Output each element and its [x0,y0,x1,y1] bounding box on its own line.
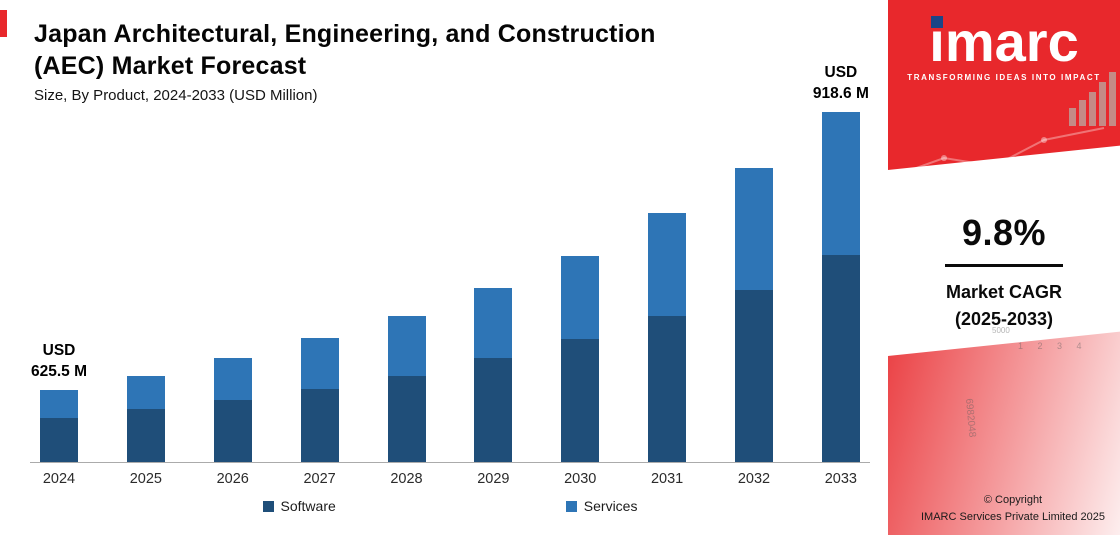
bar-segment-software [126,409,165,462]
cagr-stat-block: 9.8% Market CAGR (2025-2033) [888,212,1120,333]
bar-group-2032: 2032 [735,112,773,487]
bar-segment-services [735,168,773,290]
bar-group-2033: USD 918.6 M 2033 [813,64,869,487]
legend-label-services: Services [583,498,638,514]
logo-text: imarc [929,10,1079,73]
bar-stack-2027 [300,338,339,462]
cagr-value: 9.8% [961,212,1047,253]
bar-segment-services [821,112,860,255]
bar-segment-software [648,316,687,462]
bar-segment-software [735,290,773,462]
legend-item-services: Services [565,498,638,514]
legend-swatch-software [262,500,274,512]
bar-stack-2033 [821,112,860,462]
bar-stack-2024 [40,390,78,462]
bar-stack-2030 [561,256,600,462]
copyright-notice: © Copyright IMARC Services Private Limit… [918,492,1108,525]
watermark-digits: 1 2 3 4 [1018,341,1088,351]
bar-segment-software [213,400,252,462]
bar-segment-services [561,256,600,339]
x-tick-2028: 2028 [390,471,423,487]
bar-stack-2029 [474,288,513,462]
bar-segment-software [300,389,339,462]
logo-square-dot-icon [931,16,944,28]
chart-legend: Software Services [30,498,870,514]
chart-title-line1: Japan Architectural, Engineering, and Co… [34,20,656,48]
bar-segment-services [40,390,78,418]
x-tick-2025: 2025 [129,471,162,487]
stat-divider [945,264,1063,267]
copyright-line1: © Copyright [983,494,1043,506]
bar-group-2031: 2031 [648,112,687,487]
bar-segment-services [648,213,687,316]
legend-item-software: Software [262,498,336,514]
bar-group-2026: 2026 [213,112,252,487]
chart-title-line2: (AEC) Market Forecast [34,52,307,80]
bar-group-2029: 2029 [474,112,513,487]
decorative-bar-chart-watermark [1069,72,1116,126]
left-edge-accent [0,10,7,37]
bar-group-2025: 2025 [126,112,165,487]
bar-segment-software [387,376,426,462]
value-label-2033: USD 918.6 M [812,64,869,102]
imarc-logo: imarc TRANSFORMING IDEAS INTO IMPACT [888,14,1120,83]
bar-stack-2031 [648,213,687,462]
stacked-bar-chart: USD 625.5 M 2024 2025 2026 2027 2028 2029 2030 20… [30,64,870,487]
x-tick-2033: 2033 [824,471,857,487]
x-tick-2030: 2030 [564,471,597,487]
bottom-fade-overlay [888,320,1120,535]
bar-segment-software [40,418,78,462]
bar-stack-2025 [126,376,165,462]
x-tick-2026: 2026 [216,471,249,487]
cagr-period: (2025-2033) [954,309,1054,329]
bar-group-2027: 2027 [300,112,339,487]
chart-header: Japan Architectural, Engineering, and Co… [34,18,854,104]
x-tick-2029: 2029 [477,471,510,487]
bar-segment-software [561,339,600,462]
bar-stack-2026 [213,358,252,462]
legend-label-software: Software [280,498,336,514]
bar-segment-software [821,255,860,462]
bar-segment-services [387,316,426,376]
bar-segment-services [474,288,513,358]
bar-group-2030: 2030 [561,112,600,487]
brand-tagline: TRANSFORMING IDEAS INTO IMPACT [907,73,1101,82]
x-axis-line [30,462,870,463]
bar-segment-services [300,338,339,389]
bars-row: USD 625.5 M 2024 2025 2026 2027 2028 2029 2030 20… [30,64,870,487]
bar-stack-2032 [735,168,773,462]
watermark-digits: 5000 [992,326,1010,335]
bar-group-2024: USD 625.5 M 2024 [31,112,87,487]
imarc-logo-wordmark: imarc [929,14,1078,70]
x-tick-2031: 2031 [650,471,684,487]
brand-sidebar: imarc TRANSFORMING IDEAS INTO IMPACT 9.8… [888,0,1120,535]
x-tick-2024: 2024 [42,471,76,487]
copyright-line2: IMARC Services Private Limited 2025 [920,510,1105,523]
cagr-label: Market CAGR [945,282,1063,302]
bar-group-2028: 2028 [387,112,426,487]
value-label-2024: USD 625.5 M [31,342,88,380]
chart-title: Japan Architectural, Engineering, and Co… [34,18,854,82]
legend-swatch-services [565,500,577,512]
bar-segment-software [474,358,513,462]
chart-subtitle: Size, By Product, 2024-2033 (USD Million… [34,87,318,104]
bar-stack-2028 [387,316,426,462]
x-tick-2032: 2032 [737,471,771,487]
x-tick-2027: 2027 [303,471,336,487]
bar-segment-services [126,376,165,409]
bar-segment-services [213,358,252,400]
